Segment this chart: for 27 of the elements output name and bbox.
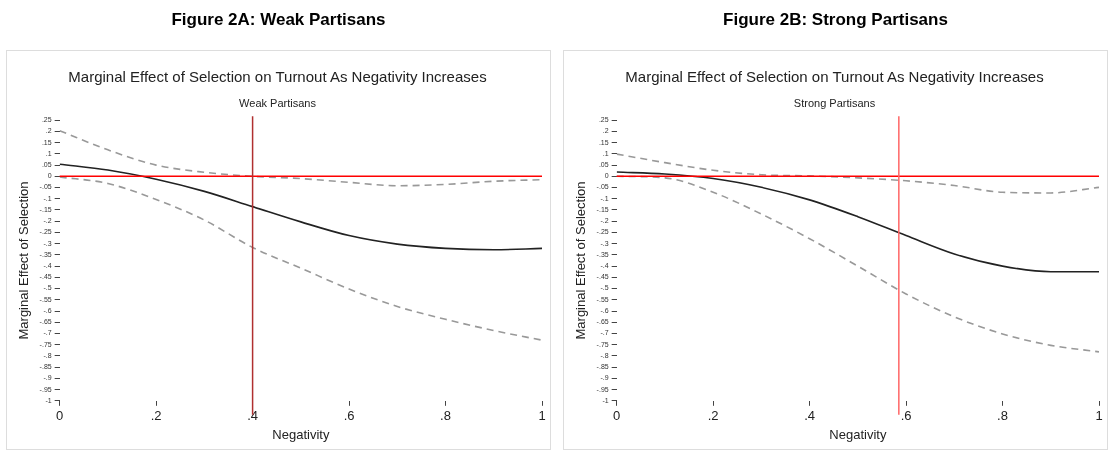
line-series	[59, 163, 542, 251]
x-tick-label: .4	[247, 408, 259, 424]
x-tick-label: .6	[900, 408, 912, 424]
x-tick-label: 0	[56, 408, 64, 424]
chart-subtitle: Marginal Effect of Selection on Turnout As Negativity Increases	[68, 68, 487, 86]
x-tick-label: 0	[613, 408, 621, 424]
x-tick-label: .8	[997, 408, 1008, 424]
y-axis-title: Marginal Effect of Selection	[573, 181, 589, 340]
x-axis-title: Negativity	[829, 426, 887, 442]
line-series	[616, 171, 1099, 273]
x-tick-label: .8	[440, 408, 451, 424]
chart-title: Figure 2B: Strong Partisans	[722, 9, 949, 31]
x-tick-label: .6	[343, 408, 355, 424]
x-tick-label: .2	[150, 408, 162, 424]
chart-title: Figure 2A: Weak Partisans	[170, 9, 387, 31]
chart-subtitle: Marginal Effect of Selection on Turnout As Negativity Increases	[625, 68, 1044, 86]
line-series	[59, 176, 542, 341]
line-series	[616, 153, 1099, 194]
text: Weak Partisans	[239, 96, 317, 109]
x-tick-label: 1	[538, 408, 546, 424]
x-axis-title: Negativity	[272, 426, 330, 442]
x-tick-label: 1	[1095, 408, 1103, 424]
x-tick-label: .4	[804, 408, 816, 424]
x-tick-label: .2	[707, 408, 719, 424]
y-axis-title: Marginal Effect of Selection	[16, 181, 32, 340]
text: Strong Partisans	[793, 96, 876, 109]
line-series	[59, 129, 542, 187]
